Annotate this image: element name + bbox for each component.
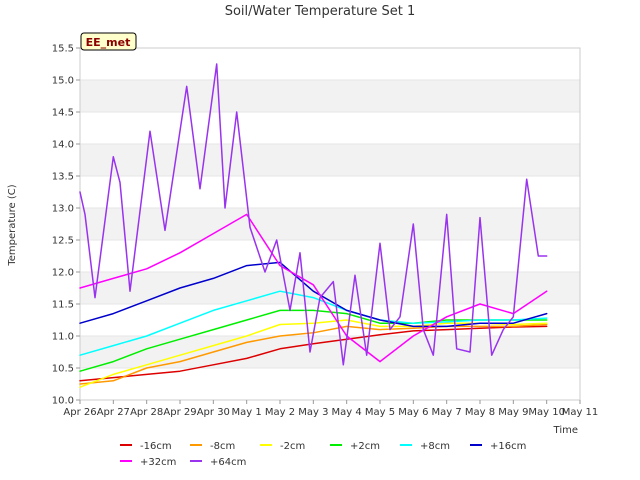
grid-band <box>80 80 580 112</box>
chart-title: Soil/Water Temperature Set 1 <box>225 4 416 19</box>
legend-label: -8cm <box>210 441 235 452</box>
grid-band <box>80 368 580 400</box>
series-line-2cm <box>79 319 548 388</box>
legend-item: +32cm <box>120 457 176 468</box>
series-line-16cm <box>79 261 548 328</box>
y-tick-label: 14.5 <box>52 108 74 119</box>
grid-band <box>80 240 580 272</box>
x-tick-label: Apr 29 <box>163 407 196 418</box>
y-tick-label: 15.0 <box>52 76 74 87</box>
x-tick-label: Apr 27 <box>97 407 130 418</box>
x-tick-label: May 6 <box>398 407 428 418</box>
legend-label: +16cm <box>490 441 526 452</box>
legend-label: -2cm <box>280 441 305 452</box>
y-tick-label: 11.5 <box>52 300 74 311</box>
x-tick-label: May 2 <box>265 407 295 418</box>
x-tick-label: May 3 <box>298 407 328 418</box>
y-tick-label: 13.0 <box>52 204 74 215</box>
x-tick-label: May 9 <box>498 407 528 418</box>
site-badge-box <box>80 32 137 51</box>
x-tick-label: May 5 <box>365 407 395 418</box>
y-tick-label: 11.0 <box>52 332 74 343</box>
legend: -16cm -8cm -2cm +2cm +8cm +16cm +32cm +64cm <box>120 441 526 468</box>
x-tick-label: May 10 <box>528 407 565 418</box>
y-tick-label: 14.0 <box>52 140 74 151</box>
grid-band <box>80 48 580 80</box>
y-tick-label: 12.5 <box>52 236 74 247</box>
x-tick-label: May 8 <box>465 407 495 418</box>
legend-label: +64cm <box>210 457 246 468</box>
x-tick-label: Apr 28 <box>130 407 163 418</box>
legend-item: +64cm <box>190 457 246 468</box>
y-tick-label: 10.0 <box>52 396 74 407</box>
series-line-16cm <box>79 325 548 382</box>
legend-item: -8cm <box>190 441 235 452</box>
grid-band <box>80 272 580 304</box>
x-tick-label: May 4 <box>332 407 362 418</box>
x-tick-label: May 1 <box>232 407 262 418</box>
legend-item: -2cm <box>260 441 305 452</box>
legend-item: -16cm <box>120 441 172 452</box>
grid-band <box>80 144 580 176</box>
legend-label: +2cm <box>350 441 380 452</box>
grid-band <box>80 208 580 240</box>
legend-item: +2cm <box>330 441 380 452</box>
y-axis-ticks: 10.0 10.5 11.0 11.5 12.0 12.5 13.0 13.5 14.0 14.5… <box>52 44 80 407</box>
legend-item: +8cm <box>400 441 450 452</box>
legend-label: +32cm <box>140 457 176 468</box>
grid-band <box>80 112 580 144</box>
series-line-32cm <box>79 213 548 363</box>
x-tick-label: Apr 30 <box>197 407 230 418</box>
series-line-64cm <box>79 63 548 366</box>
y-tick-label: 15.5 <box>52 44 74 55</box>
site-badge: EE_met <box>80 32 137 51</box>
x-axis-ticks: Apr 26 Apr 27 Apr 28 Apr 29 Apr 30 May 1 May 2… <box>63 400 598 418</box>
x-tick-label: May 11 <box>562 407 599 418</box>
y-tick-label: 12.0 <box>52 268 74 279</box>
y-tick-label: 13.5 <box>52 172 74 183</box>
site-badge-label: EE_met <box>86 36 131 49</box>
series-line-8cm <box>79 290 548 356</box>
y-axis-label: Temperature (C) <box>7 184 18 266</box>
plot-frame <box>79 47 581 401</box>
x-tick-label: May 7 <box>432 407 462 418</box>
y-tick-label: 10.5 <box>52 364 74 375</box>
legend-label: +8cm <box>420 441 450 452</box>
legend-label: -16cm <box>140 441 172 452</box>
legend-item: +16cm <box>470 441 526 452</box>
series-lines <box>79 63 548 388</box>
x-axis-label: Time <box>553 425 578 436</box>
x-tick-label: Apr 26 <box>63 407 96 418</box>
plot-background-bands <box>80 47 580 401</box>
grid-band <box>80 176 580 208</box>
